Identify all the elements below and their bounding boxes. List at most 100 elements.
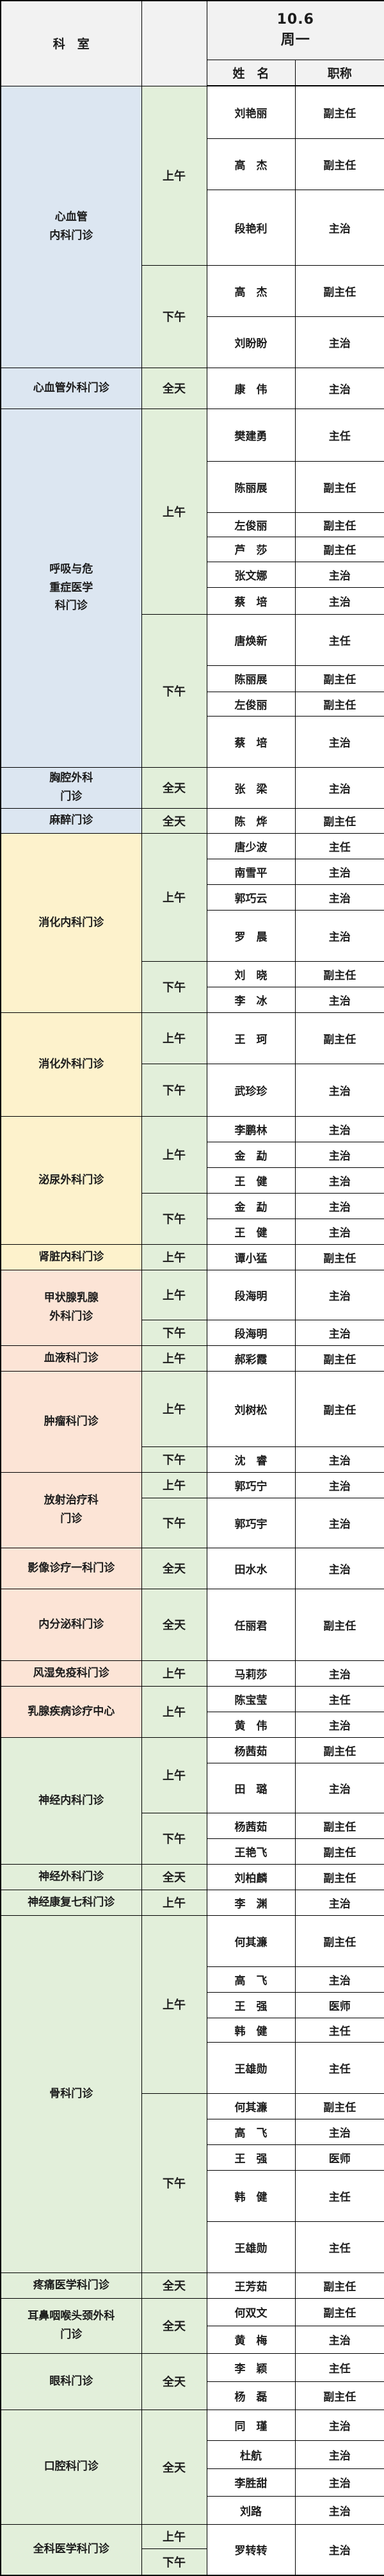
schedule-row: 段艳利 主治 (1, 189, 384, 266)
schedule-row: 消化外科门诊 上午王 珂副主任 (0, 1012, 384, 1117)
schedule-row: 神经外科门诊 全天 刘柏麟 副主任 (0, 1863, 384, 1890)
department-name-line: 科门诊 (54, 599, 88, 613)
doctor-title-cell: 副主任 (294, 1345, 384, 1372)
department-cell: 泌尿外科门诊 (0, 1115, 142, 1245)
department-cell: 消化内科门诊 (0, 832, 142, 1013)
department-cell: 放射治疗科 门诊 (0, 1471, 142, 1548)
session-cell: 全天 (141, 2272, 207, 2299)
department-cell: 神经康复七科门诊 (0, 1889, 142, 1916)
doctor-name-cell: 李 冰 (206, 986, 296, 1013)
doctor-name-cell: 王雄勋 (206, 2221, 296, 2273)
doctor-name-cell: 康 伟 (206, 367, 296, 409)
doctor-name-cell: 武珍珍 (206, 1063, 296, 1117)
doctor-name-cell: 王 健 (206, 1218, 296, 1245)
doctor-title-cell: 副主任 (294, 536, 384, 562)
doctor-name-cell: 陈宝莹 (206, 1685, 296, 1712)
schedule-row: 左俊丽 副主任 (1, 691, 384, 717)
doctor-name-cell: 王 强 (206, 1991, 296, 2018)
schedule-row: 王 健主治 (1, 1218, 384, 1245)
department-cell: 神经内科门诊 (0, 1737, 142, 1865)
doctor-title-cell: 主治 (294, 367, 384, 409)
doctor-name-cell: 刘路 (206, 2495, 296, 2525)
session-cell: 下午 (141, 1812, 207, 1865)
department-name-line: 肾脏内科门诊 (38, 1250, 104, 1263)
doctor-name-cell: 王 强 (206, 2144, 296, 2171)
session-cell: 全天 (141, 1588, 207, 1661)
date-label: 10.6 (276, 12, 314, 28)
schedule-row: 下午 唐焕新 主任 (1, 613, 384, 768)
department-cell: 心血管外科门诊 (0, 367, 142, 409)
schedule-row: 王 强医师 (1, 2144, 384, 2171)
department-name-line: 内科门诊 (49, 229, 93, 242)
doctor-name-cell: 唐焕新 (206, 613, 296, 666)
schedule-row: 陈丽展 副主任 (1, 460, 384, 513)
session-cell: 全天 (141, 2353, 207, 2410)
schedule-row: 下午 段海明 主治 (1, 1319, 384, 1346)
session-cell: 上午 (141, 1370, 207, 1447)
schedule-row: 王 强医师 (1, 1991, 384, 2018)
department-cell: 呼吸与危 重症医学 科门诊 (0, 408, 142, 768)
doctor-title-cell: 主任 (294, 2221, 384, 2273)
session-cell: 上午 (141, 1889, 207, 1916)
doctor-name-cell: 刘柏麟 (206, 1863, 296, 1890)
doctor-title-cell: 主治 (294, 1063, 384, 1117)
department-cell: 口腔科门诊 (0, 2409, 142, 2525)
doctor-name-cell: 李鹏林 (206, 1115, 296, 1142)
doctor-title-cell: 主任 (294, 408, 384, 462)
doctor-name-cell: 田水水 (206, 1547, 296, 1589)
doctor-name-cell: 张文娜 (206, 561, 296, 588)
doctor-name-cell: 马莉莎 (206, 1660, 296, 1687)
department-name-line: 乳腺疾病诊疗中心 (28, 1705, 115, 1718)
doctor-name-cell: 郭巧宁 (206, 1471, 296, 1498)
doctor-name-cell: 段海明 (206, 1269, 296, 1320)
doctor-title-cell: 主治 (294, 316, 384, 368)
schedule-row: 芦 莎副主任 (1, 536, 384, 562)
session-column-header (141, 0, 207, 86)
doctor-name-cell: 金 勐 (206, 1192, 296, 1219)
department-name-line: 消化内科门诊 (38, 916, 104, 929)
department-name-line: 内分泌科门诊 (38, 1617, 104, 1631)
doctor-name-cell: 李 颖 (206, 2353, 296, 2382)
department-name-line: 消化外科门诊 (38, 1057, 104, 1071)
department-name-line: 门诊 (60, 790, 83, 803)
session-cell: 全天 (141, 766, 207, 809)
doctor-title-cell: 副主任 (294, 1737, 384, 1763)
schedule-row: 王雄勋 主任 (1, 2221, 384, 2273)
doctor-title-cell: 主治 (294, 2325, 384, 2354)
schedule-row: 疼痛医学科门诊 全天 王芳茹 副主任 (0, 2272, 384, 2299)
doctor-title-cell: 主任 (294, 832, 384, 859)
department-name-line: 神经内科门诊 (38, 1794, 104, 1807)
schedule-row: 南雪平 主治 (1, 858, 384, 885)
doctor-title-cell: 主任 (294, 2041, 384, 2094)
doctor-title-cell: 副主任 (294, 138, 384, 190)
schedule-row: 下午 郭巧宇 主治 (1, 1497, 384, 1548)
doctor-name-cell: 段海明 (206, 1319, 296, 1346)
session-cell: 上午 (141, 1243, 207, 1270)
doctor-title-cell: 主任 (294, 1685, 384, 1712)
doctor-name-cell: 南雪平 (206, 858, 296, 885)
doctor-name-cell: 陈丽展 (206, 665, 296, 692)
department-cell: 麻醉门诊 (0, 807, 142, 834)
schedule-row: 金 勐主治 (1, 1141, 384, 1168)
doctor-title-cell: 主治 (294, 2495, 384, 2525)
doctor-name-cell: 杨 磊 (206, 2381, 296, 2410)
doctor-title-cell: 主治 (294, 1446, 384, 1473)
doctor-title-cell: 副主任 (294, 1243, 384, 1270)
session-cell: 下午 (141, 264, 207, 368)
department-cell: 神经外科门诊 (0, 1863, 142, 1890)
department-name-line: 神经康复七科门诊 (28, 1895, 115, 1909)
department-name-line: 泌尿外科门诊 (38, 1173, 104, 1187)
department-cell: 血液科门诊 (0, 1345, 142, 1372)
session-cell: 上午 (141, 1915, 207, 2094)
session-cell: 下午 (141, 2548, 207, 2576)
doctor-title-cell: 医师 (294, 1991, 384, 2018)
doctor-title-cell: 副主任 (294, 1838, 384, 1865)
schedule-row: 下午 杨茜茹 副主任 (1, 1812, 384, 1865)
schedule-row: 耳鼻咽喉头颈外科 门诊 全天 何双文 副主任 (0, 2297, 384, 2354)
doctor-name-cell: 高 飞 (206, 1966, 296, 1993)
doctor-name-cell: 高 杰 (206, 138, 296, 190)
doctor-title-cell: 副主任 (294, 1370, 384, 1447)
doctor-title-cell: 主治 (294, 766, 384, 809)
schedule-row: 乳腺疾病诊疗中心 上午 陈宝莹 主任 (0, 1685, 384, 1738)
